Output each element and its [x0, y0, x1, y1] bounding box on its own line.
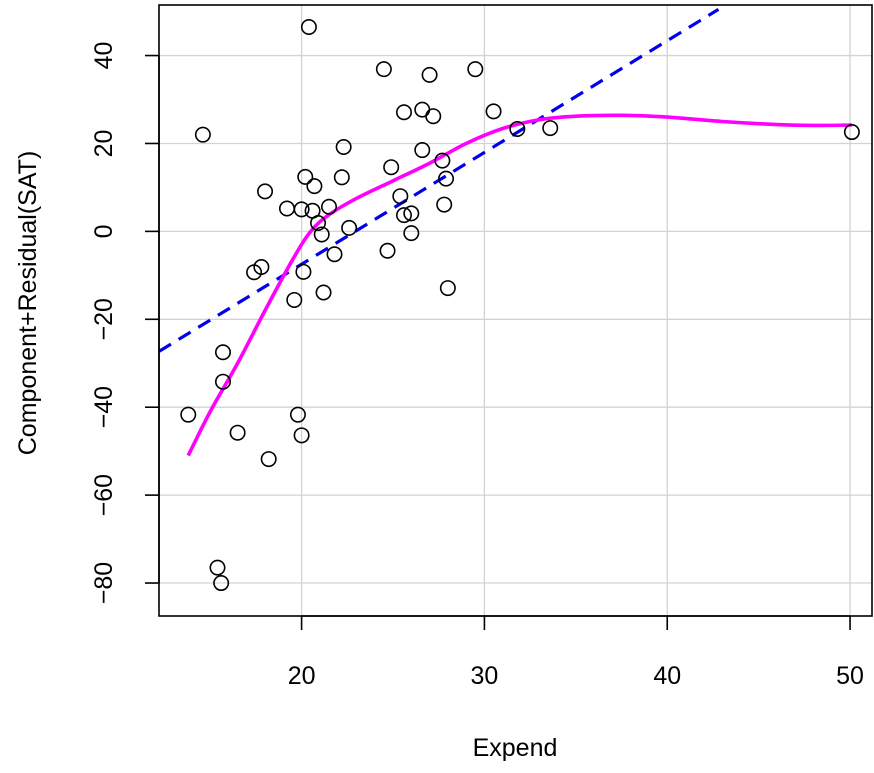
data-point: [213, 575, 230, 592]
data-point: [843, 124, 860, 141]
scatter-points: [180, 18, 860, 592]
data-point: [467, 61, 484, 78]
data-point: [383, 159, 400, 176]
data-point: [253, 258, 270, 275]
x-tick-label: 30: [471, 662, 499, 690]
y-tick-label: −40: [90, 386, 118, 428]
data-point: [425, 108, 442, 125]
x-tick-label: 40: [653, 662, 681, 690]
data-point: [214, 373, 231, 390]
data-point: [379, 242, 396, 259]
data-point: [375, 61, 392, 78]
data-point: [395, 104, 412, 121]
data-point: [326, 246, 343, 263]
data-point: [260, 451, 277, 468]
y-tick-label: −60: [90, 474, 118, 516]
data-point: [293, 427, 310, 444]
data-point: [542, 120, 559, 137]
data-point: [403, 205, 420, 222]
y-tick-label: −20: [90, 298, 118, 340]
y-tick-label: 0: [90, 224, 118, 238]
x-tick-label: 20: [288, 662, 316, 690]
data-point: [214, 344, 231, 361]
data-point: [395, 207, 412, 224]
data-point: [229, 424, 246, 441]
data-point: [194, 126, 211, 143]
data-point: [438, 170, 455, 187]
data-point: [257, 183, 274, 200]
data-point: [436, 196, 453, 213]
data-point: [321, 198, 338, 215]
data-point: [335, 138, 352, 155]
y-axis-title: Component+Residual(SAT): [14, 151, 42, 456]
data-point: [392, 188, 409, 205]
data-point: [439, 280, 456, 297]
data-point: [485, 103, 502, 120]
x-tick-label: 50: [836, 662, 864, 690]
smooth-fit-layer: [186, 113, 852, 457]
data-point: [315, 284, 332, 301]
y-tick-label: 20: [90, 130, 118, 158]
data-point: [333, 169, 350, 186]
data-point: [403, 225, 420, 242]
y-tick-label: −80: [90, 562, 118, 604]
data-point: [300, 18, 317, 35]
smooth-fit-line: [186, 113, 852, 457]
data-point: [295, 263, 312, 280]
x-axis-title: Expend: [473, 734, 558, 762]
data-point: [289, 406, 306, 423]
grid-lines: [159, 5, 872, 616]
data-point: [313, 226, 330, 243]
data-point: [421, 66, 438, 83]
data-point: [306, 178, 323, 195]
data-point: [286, 291, 303, 308]
data-point: [414, 142, 431, 159]
data-point: [434, 152, 451, 169]
data-point: [293, 201, 310, 218]
data-point: [310, 215, 327, 232]
data-point: [509, 120, 526, 137]
x-axis: 20 30 40 50: [288, 615, 864, 690]
data-point: [209, 559, 226, 576]
data-point: [297, 168, 314, 185]
y-tick-label: 40: [90, 42, 118, 70]
data-point: [180, 406, 197, 423]
data-point: [341, 219, 358, 236]
y-axis: −80 −60 −40 −20 0 20 40: [90, 42, 160, 604]
